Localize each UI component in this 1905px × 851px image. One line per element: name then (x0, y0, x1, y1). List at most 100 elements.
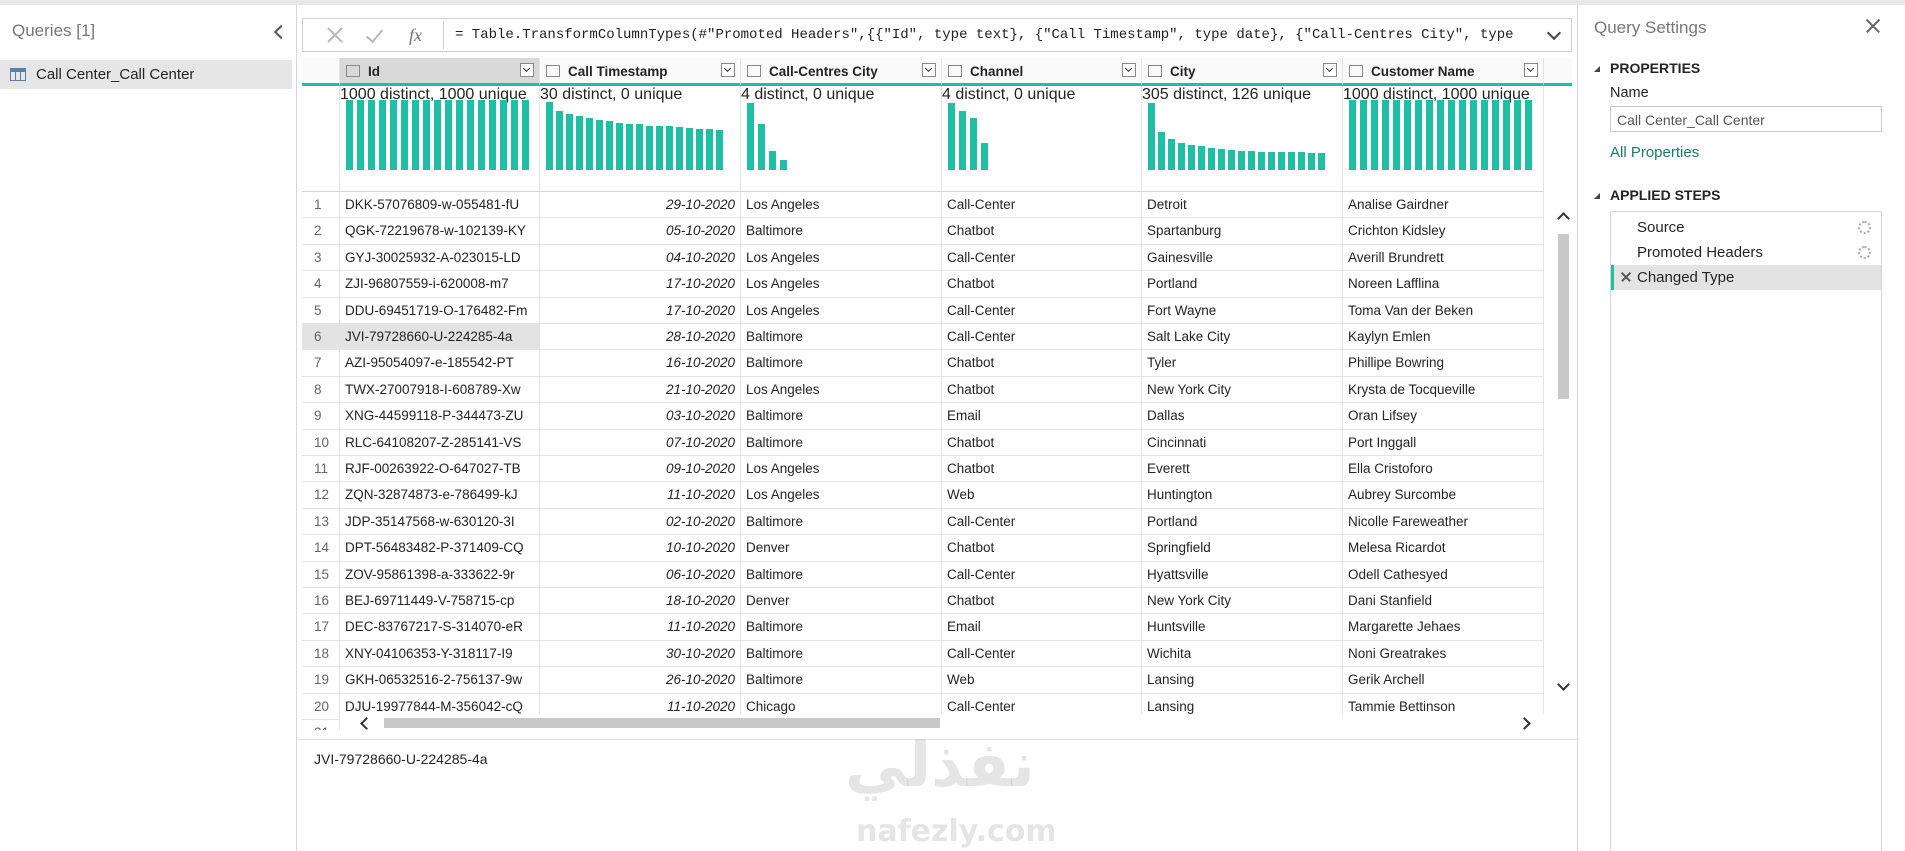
filter-dropdown[interactable] (1122, 63, 1136, 77)
table-cell[interactable]: New York City (1142, 588, 1343, 615)
type-icon[interactable] (1349, 65, 1363, 77)
table-cell[interactable]: Email (942, 403, 1142, 430)
table-cell[interactable]: QGK-72219678-w-102139-KY (340, 218, 540, 245)
table-cell[interactable]: GYJ-30025932-A-023015-LD (340, 244, 540, 272)
table-cell[interactable]: Los Angeles (741, 192, 942, 219)
table-cell[interactable]: Odell Cathesyed (1343, 561, 1544, 588)
filter-dropdown[interactable] (922, 63, 936, 77)
table-cell[interactable]: Call-Center (942, 324, 1142, 351)
column-header[interactable] (1544, 58, 1572, 86)
table-cell[interactable]: Chatbot (942, 218, 1142, 245)
table-cell[interactable]: Aubrey Surcombe (1343, 482, 1544, 509)
table-cell[interactable]: 11-10-2020 (540, 614, 741, 641)
table-cell[interactable]: Salt Lake City (1142, 324, 1343, 351)
table-cell[interactable]: Hyattsville (1142, 561, 1343, 588)
table-cell[interactable]: Denver (741, 588, 942, 615)
table-cell[interactable]: Los Angeles (741, 376, 942, 404)
type-icon[interactable] (948, 65, 962, 77)
table-cell[interactable]: Chatbot (942, 271, 1142, 298)
table-cell[interactable]: ZOV-95861398-a-333622-9r (340, 561, 540, 588)
table-cell[interactable]: Email (942, 614, 1142, 641)
table-cell[interactable]: DEC-83767217-S-314070-eR (340, 614, 540, 641)
applied-step[interactable]: Source (1611, 215, 1881, 240)
scroll-left[interactable] (360, 717, 373, 730)
table-cell[interactable]: Ella Cristoforo (1343, 456, 1544, 483)
table-cell[interactable]: 17-10-2020 (540, 271, 741, 298)
table-cell[interactable]: New York City (1142, 376, 1343, 404)
column-header[interactable]: City (1142, 58, 1343, 86)
table-cell[interactable]: Cincinnati (1142, 429, 1343, 456)
table-cell[interactable]: Phillipe Bowring (1343, 350, 1544, 377)
table-cell[interactable]: 11-10-2020 (540, 482, 741, 509)
table-cell[interactable]: 07-10-2020 (540, 429, 741, 456)
collapse-triangle[interactable] (1594, 66, 1600, 72)
column-header[interactable]: Call Timestamp (540, 58, 741, 86)
table-cell[interactable]: Dani Stanfield (1343, 588, 1544, 615)
table-cell[interactable]: Detroit (1142, 192, 1343, 219)
table-cell[interactable]: JDP-35147568-w-630120-3I (340, 508, 540, 536)
table-cell[interactable]: Baltimore (741, 508, 942, 536)
scroll-up[interactable] (1557, 212, 1570, 225)
table-cell[interactable]: Kaylyn Emlen (1343, 324, 1544, 351)
table-cell[interactable]: 17-10-2020 (540, 297, 741, 324)
table-cell[interactable]: Wichita (1142, 640, 1343, 668)
table-cell[interactable]: ZQN-32874873-e-786499-kJ (340, 482, 540, 509)
table-cell[interactable]: Noreen Lafflina (1343, 271, 1544, 298)
table-cell[interactable]: Averill Brundrett (1343, 244, 1544, 272)
table-cell[interactable]: Lansing (1142, 667, 1343, 694)
table-cell[interactable]: Baltimore (741, 324, 942, 351)
column-header[interactable]: Channel (942, 58, 1142, 86)
table-cell[interactable]: DPT-56483482-P-371409-CQ (340, 535, 540, 562)
table-cell[interactable]: 30-10-2020 (540, 640, 741, 668)
table-cell[interactable]: AZI-95054097-e-185542-PT (340, 350, 540, 377)
table-cell[interactable]: RLC-64108207-Z-285141-VS (340, 429, 540, 456)
collapse-button[interactable] (273, 24, 289, 40)
table-cell[interactable]: Los Angeles (741, 297, 942, 324)
table-cell[interactable]: RJF-00263922-O-647027-TB (340, 456, 540, 483)
table-cell[interactable]: 02-10-2020 (540, 508, 741, 536)
gear-icon[interactable] (1858, 246, 1871, 259)
applied-step[interactable]: Promoted Headers (1611, 240, 1881, 265)
filter-dropdown[interactable] (520, 63, 534, 77)
table-cell[interactable]: 09-10-2020 (540, 456, 741, 483)
table-cell[interactable]: Portland (1142, 271, 1343, 298)
table-cell[interactable]: Spartanburg (1142, 218, 1343, 245)
table-cell[interactable]: Call-Center (942, 508, 1142, 536)
table-cell[interactable]: XNY-04106353-Y-318117-I9 (340, 640, 540, 668)
table-cell[interactable]: Los Angeles (741, 271, 942, 298)
table-cell[interactable]: 18-10-2020 (540, 588, 741, 615)
table-cell[interactable]: Springfield (1142, 535, 1343, 562)
table-cell[interactable]: Los Angeles (741, 482, 942, 509)
table-cell[interactable]: Call-Center (942, 192, 1142, 219)
table-cell[interactable]: Crichton Kidsley (1343, 218, 1544, 245)
commit-icon[interactable] (365, 24, 384, 44)
fx-icon[interactable]: fx (409, 25, 422, 45)
table-cell[interactable]: Noni Greatrakes (1343, 640, 1544, 668)
filter-dropdown[interactable] (1323, 63, 1337, 77)
table-cell[interactable]: Portland (1142, 508, 1343, 536)
table-cell[interactable]: Chatbot (942, 376, 1142, 404)
type-icon[interactable] (546, 65, 560, 77)
table-cell[interactable]: Gerik Archell (1343, 667, 1544, 694)
table-cell[interactable]: Web (942, 482, 1142, 509)
table-cell[interactable]: Baltimore (741, 614, 942, 641)
table-cell[interactable]: Baltimore (741, 429, 942, 456)
table-cell[interactable]: 26-10-2020 (540, 667, 741, 694)
scroll-thumb[interactable] (384, 718, 940, 728)
table-cell[interactable]: 16-10-2020 (540, 350, 741, 377)
table-cell[interactable]: Call-Center (942, 297, 1142, 324)
table-cell[interactable]: 10-10-2020 (540, 535, 741, 562)
table-cell[interactable]: TWX-27007918-I-608789-Xw (340, 376, 540, 404)
table-cell[interactable]: 29-10-2020 (540, 192, 741, 219)
link[interactable]: All Properties (1610, 144, 1700, 161)
table-cell[interactable]: Chatbot (942, 429, 1142, 456)
expand-formula[interactable] (1546, 25, 1562, 41)
table-cell[interactable]: Gainesville (1142, 244, 1343, 272)
table-cell[interactable]: Oran Lifsey (1343, 403, 1544, 430)
table-cell[interactable]: Toma Van der Beken (1343, 297, 1544, 324)
table-cell[interactable]: Baltimore (741, 640, 942, 668)
table-cell[interactable]: 21-10-2020 (540, 376, 741, 404)
table-cell[interactable]: Web (942, 667, 1142, 694)
table-cell[interactable]: 03-10-2020 (540, 403, 741, 430)
filter-dropdown[interactable] (721, 63, 735, 77)
